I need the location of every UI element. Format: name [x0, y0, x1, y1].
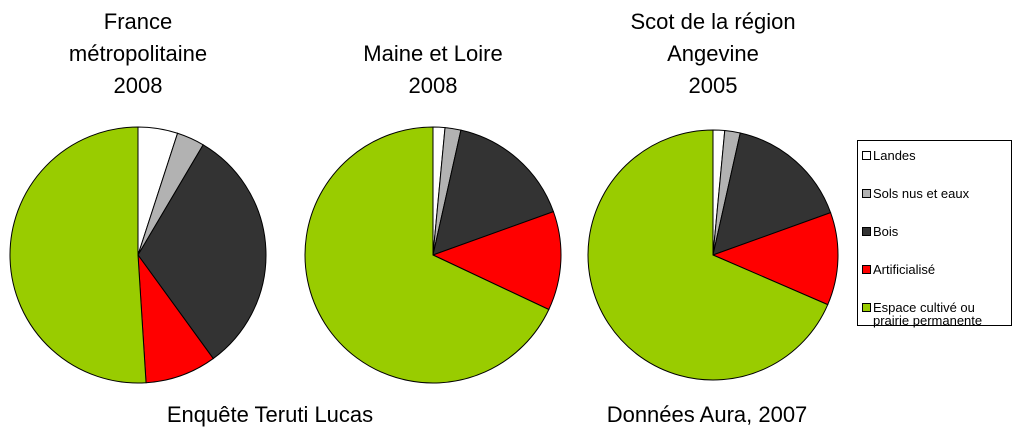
legend-entry: Landes [862, 149, 916, 162]
pie-slice [432, 129, 555, 256]
legend-label: Artificialisé [873, 262, 936, 277]
pie-slice [587, 129, 829, 381]
legend-entry: Sols nus et eaux [862, 187, 969, 200]
pie-slice [711, 212, 839, 306]
source: Données Aura, 2007 [606, 402, 808, 427]
pie-slice [9, 126, 147, 384]
legend-label: Bois [873, 224, 899, 239]
legend-swatch [862, 227, 871, 236]
pie-slice [137, 144, 267, 360]
legend-label: Landes [873, 148, 916, 163]
legend-label: Sols nus et eaux [873, 186, 970, 201]
pie-slice [431, 211, 562, 311]
legend-entry: Bois [862, 225, 898, 238]
pie-slice [304, 126, 550, 384]
chart-title: Scot de la région Angevine 2005 [630, 9, 796, 98]
legend: Landes Sols nus et eaux Bois Artificialisé E… [857, 140, 1012, 327]
legend-swatch [862, 265, 871, 274]
legend-entry: Artificialisé [862, 263, 935, 276]
legend-label: Espace cultivé ou prairie permanente [873, 300, 983, 328]
legend-swatch [862, 189, 871, 198]
legend-swatch [862, 303, 871, 312]
legend-entry: Espace cultivé ou prairie permanente [862, 301, 982, 327]
legend-swatch [862, 151, 871, 160]
pie-slice [712, 132, 832, 256]
chart-title: Maine et Loire 2008 [363, 41, 503, 98]
source: Enquête Teruti Lucas [166, 402, 374, 427]
chart-title: France métropolitaine 2008 [68, 9, 208, 98]
